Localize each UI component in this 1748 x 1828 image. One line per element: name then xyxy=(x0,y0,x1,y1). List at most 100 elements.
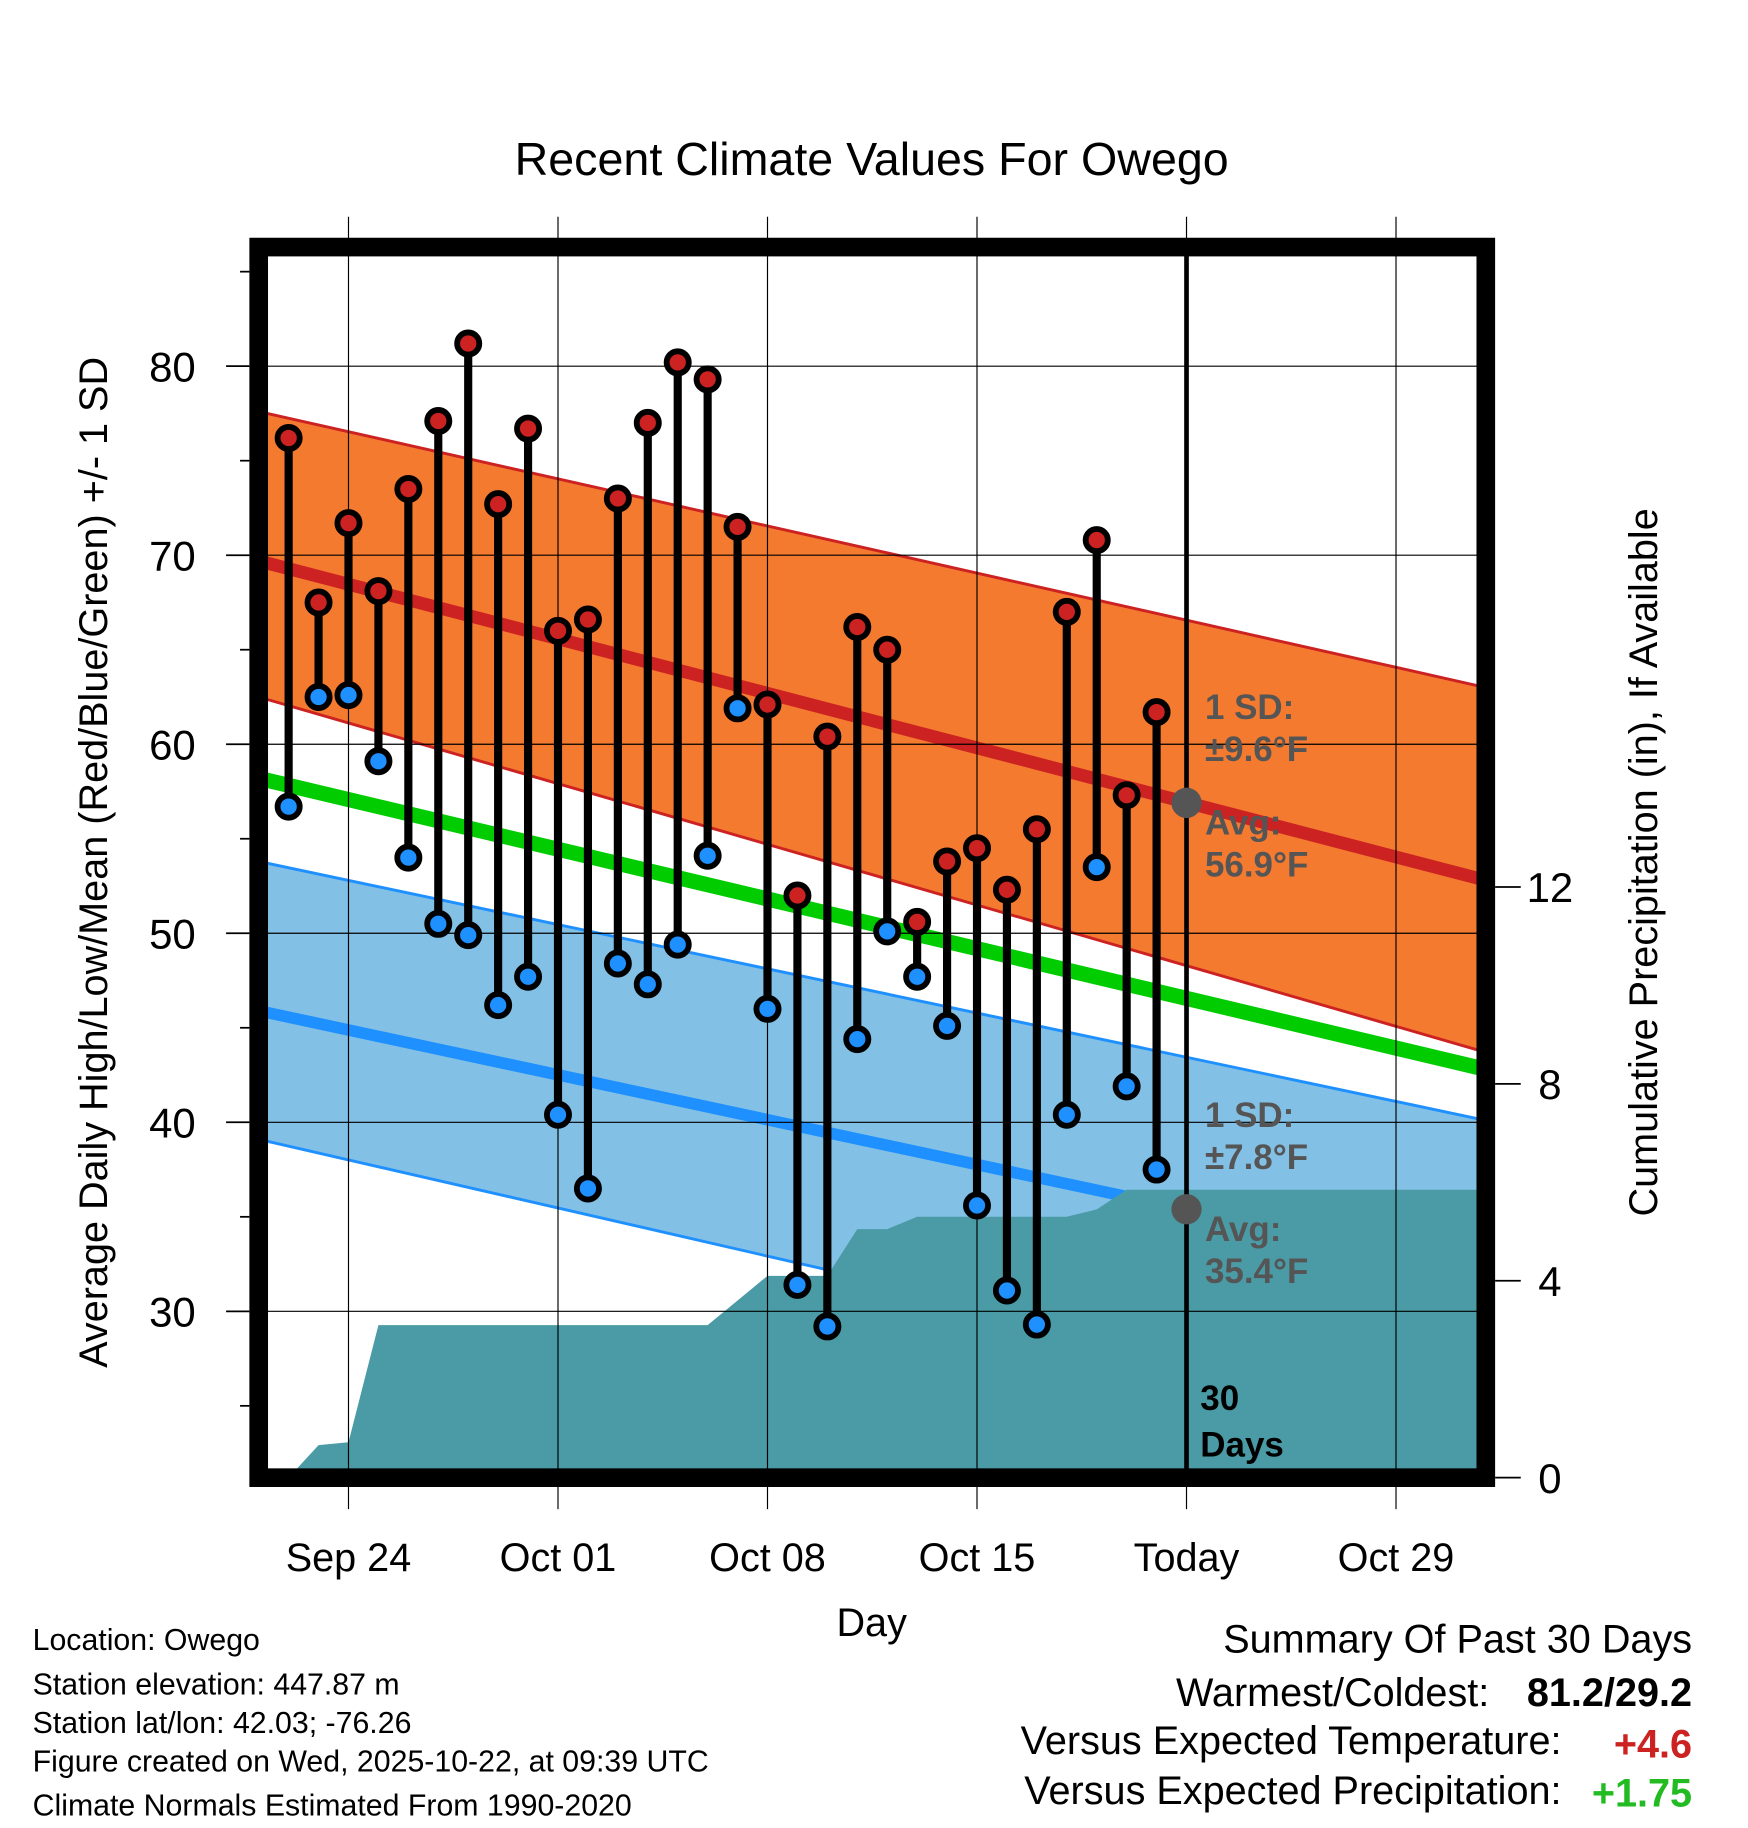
summary-warm-cold-label: Warmest/Coldest: xyxy=(1176,1671,1489,1715)
normal-low-marker xyxy=(1171,1194,1202,1225)
y-tick-label: 80 xyxy=(149,343,196,390)
high-point xyxy=(364,577,393,606)
low-point xyxy=(1022,1310,1051,1339)
low-point xyxy=(783,1270,812,1299)
low-point xyxy=(903,962,932,991)
low-point xyxy=(663,930,692,959)
info-latlon: Station lat/lon: 42.03; -76.26 xyxy=(33,1707,412,1740)
low-avg-value: 35.4°F xyxy=(1205,1252,1308,1291)
high-point xyxy=(723,512,752,541)
high-point xyxy=(424,407,453,435)
high-point xyxy=(783,881,812,910)
low-point xyxy=(693,841,722,870)
y-right-tick-label: 0 xyxy=(1538,1455,1561,1502)
summary-precip-value: +1.75 xyxy=(1592,1771,1692,1815)
high-point xyxy=(1082,526,1111,555)
summary-title: Summary Of Past 30 Days xyxy=(1223,1617,1692,1661)
low-point xyxy=(992,1276,1021,1305)
low-point xyxy=(843,1025,872,1054)
high-point xyxy=(663,348,692,377)
high-sd-band xyxy=(258,411,1486,1053)
y-axis-label: Average Daily High/Low/Mean (Red/Blue/Gr… xyxy=(72,357,116,1368)
high-point xyxy=(813,722,842,751)
summary-precip-label: Versus Expected Precipitation: xyxy=(1024,1769,1561,1813)
high-point xyxy=(274,424,303,452)
info-elevation: Station elevation: 447.87 m xyxy=(33,1668,400,1701)
high-point xyxy=(544,616,572,645)
high-avg-value: 56.9°F xyxy=(1205,845,1308,884)
high-avg-label: Avg: xyxy=(1205,803,1281,842)
y-axis-right-label: Cumulative Precipitation (in), If Availa… xyxy=(1622,508,1666,1216)
summary-temp-label: Versus Expected Temperature: xyxy=(1021,1719,1562,1763)
high-point xyxy=(963,834,991,863)
y-tick-label: 50 xyxy=(149,910,196,957)
normal-high-line xyxy=(258,554,1486,887)
high-point xyxy=(394,475,423,504)
low-point xyxy=(424,909,453,938)
high-sd-label: 1 SD: xyxy=(1205,688,1294,727)
high-point xyxy=(992,875,1021,904)
summary-temp-value: +4.6 xyxy=(1614,1722,1692,1766)
high-point xyxy=(514,414,543,443)
high-point xyxy=(454,329,483,358)
low-point xyxy=(603,949,632,978)
low-sd-value: ±7.8°F xyxy=(1205,1138,1308,1177)
high-band-upper-edge xyxy=(258,410,1486,689)
high-point xyxy=(1112,781,1141,810)
low-point xyxy=(1052,1100,1081,1129)
low-point xyxy=(1082,853,1111,882)
high-point xyxy=(334,509,363,538)
low-point xyxy=(514,962,543,991)
high-band-lower-edge xyxy=(258,695,1486,1054)
high-point xyxy=(1142,698,1171,727)
y-tick-label: 40 xyxy=(149,1099,196,1146)
high-point xyxy=(1052,597,1081,626)
high-point xyxy=(1022,815,1051,844)
summary: Summary Of Past 30 Days Warmest/Coldest:… xyxy=(1021,1617,1692,1815)
y-right-tick-label: 12 xyxy=(1527,864,1574,911)
high-point xyxy=(693,365,722,394)
low-point xyxy=(544,1100,572,1129)
high-point xyxy=(753,690,782,719)
x-tick-label: Oct 08 xyxy=(709,1536,826,1580)
low-point xyxy=(274,792,303,821)
low-point xyxy=(304,682,333,711)
high-point xyxy=(843,613,872,642)
info-normals: Climate Normals Estimated From 1990-2020 xyxy=(33,1790,632,1823)
low-point xyxy=(364,747,393,776)
low-point xyxy=(573,1174,602,1203)
y-tick-label: 70 xyxy=(149,532,196,579)
high-point xyxy=(633,408,662,437)
days-label: Days xyxy=(1200,1426,1284,1465)
low-point xyxy=(873,917,902,946)
chart-title: Recent Climate Values For Owego xyxy=(515,133,1229,185)
low-band-upper-edge xyxy=(258,860,1486,1122)
x-tick-label: Oct 01 xyxy=(500,1536,617,1580)
normal-high-marker xyxy=(1171,787,1202,818)
x-tick-label: Oct 15 xyxy=(919,1536,1036,1580)
x-axis-label: Day xyxy=(836,1601,907,1645)
y-tick-label: 30 xyxy=(149,1288,196,1335)
y-right-tick-label: 8 xyxy=(1538,1061,1561,1108)
high-point xyxy=(573,605,602,634)
high-point xyxy=(903,907,932,936)
plot-border xyxy=(249,237,1496,1487)
y-right-tick-label: 4 xyxy=(1538,1258,1561,1305)
low-point xyxy=(933,1011,962,1040)
low-point xyxy=(334,681,363,710)
normal-mean-line xyxy=(258,770,1486,1077)
x-tick-label: Today xyxy=(1134,1536,1240,1580)
high-point xyxy=(484,490,513,519)
low-point xyxy=(394,843,423,872)
high-sd-value: ±9.6°F xyxy=(1205,730,1308,769)
high-point xyxy=(304,588,333,617)
low-sd-label: 1 SD: xyxy=(1205,1096,1294,1135)
y-tick-label: 60 xyxy=(149,721,196,768)
low-point xyxy=(753,994,782,1023)
low-point xyxy=(1112,1072,1141,1101)
summary-warm-cold-value: 81.2/29.2 xyxy=(1527,1671,1692,1715)
low-point xyxy=(723,694,752,723)
low-avg-label: Avg: xyxy=(1205,1210,1281,1249)
info-location: Location: Owego xyxy=(33,1624,260,1657)
